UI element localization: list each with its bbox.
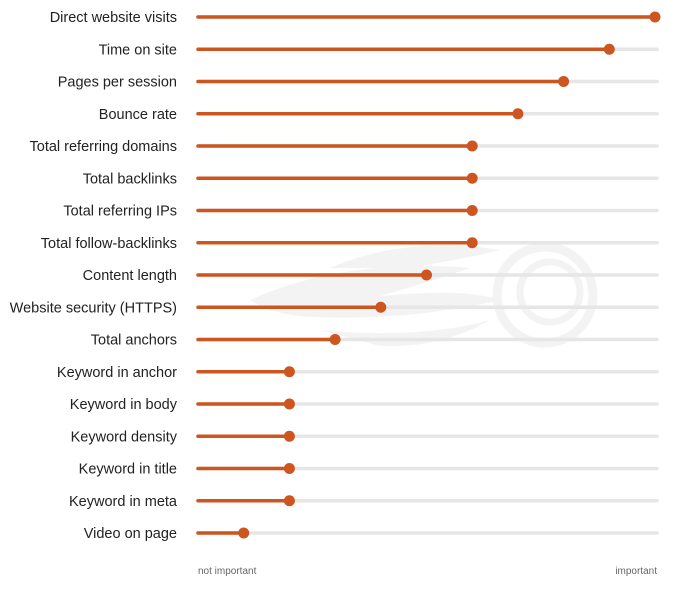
category-label: Website security (HTTPS) <box>10 300 177 316</box>
category-label: Video on page <box>84 526 177 542</box>
value-dot <box>466 237 478 249</box>
value-dot <box>375 301 387 313</box>
value-dot <box>649 11 661 23</box>
x-axis-max-label: important <box>615 566 657 577</box>
value-dot <box>558 76 570 87</box>
value-dot <box>466 172 478 184</box>
category-label: Total backlinks <box>83 171 177 187</box>
dot-group <box>238 11 661 539</box>
value-dot <box>283 463 295 474</box>
category-label-group: Direct website visits Time on site Pages p… <box>10 10 178 542</box>
category-label: Content length <box>83 268 177 284</box>
category-label: Total follow-backlinks <box>41 236 177 252</box>
value-dot <box>329 334 341 345</box>
category-label: Total referring IPs <box>63 204 177 220</box>
value-dot <box>283 366 295 378</box>
category-label: Keyword in body <box>70 397 178 413</box>
category-label: Pages per session <box>58 75 177 91</box>
x-axis-min-label: not important <box>198 566 257 577</box>
category-label: Total referring domains <box>30 139 178 155</box>
category-label: Bounce rate <box>99 107 177 123</box>
value-dot <box>283 495 295 507</box>
bar-group <box>196 15 657 535</box>
category-label: Total anchors <box>91 333 177 349</box>
category-label: Direct website visits <box>50 10 177 26</box>
semrush-logo-icon <box>250 242 598 348</box>
value-dot <box>283 398 295 410</box>
category-label: Keyword in title <box>79 462 177 478</box>
value-dot <box>283 430 295 442</box>
category-label: Keyword in meta <box>69 494 178 510</box>
value-dot <box>466 205 478 216</box>
value-dot <box>603 43 615 55</box>
category-label: Time on site <box>99 42 177 58</box>
value-dot <box>238 527 250 539</box>
category-label: Keyword density <box>71 429 178 445</box>
value-dot <box>512 108 524 120</box>
category-label: Keyword in anchor <box>57 365 177 381</box>
value-dot <box>466 140 478 152</box>
value-dot <box>421 269 432 281</box>
